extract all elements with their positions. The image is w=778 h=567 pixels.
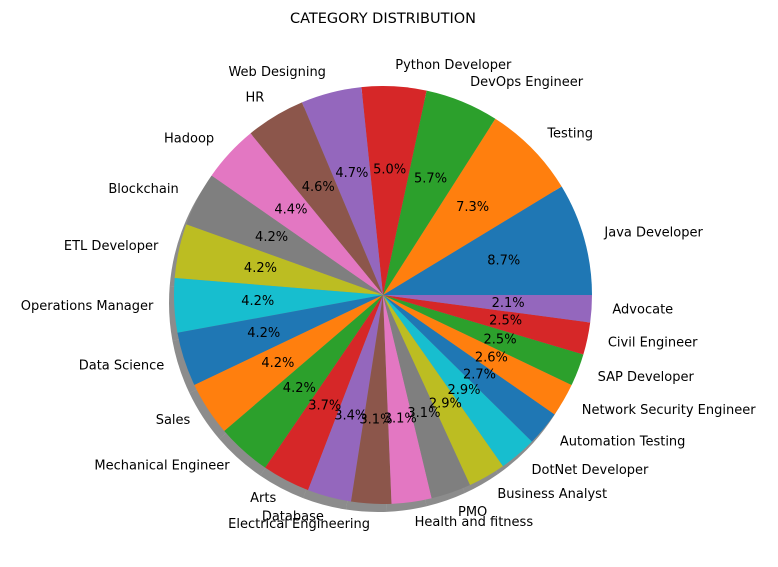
percent-label-data-science: 4.2% [247,326,280,341]
percent-label-pmo: 3.1% [407,406,440,421]
slice-testing [383,118,562,296]
category-label-java-developer: Java Developer [603,226,703,241]
slice-arts [265,295,383,491]
percent-label-etl-developer: 4.2% [244,261,277,276]
category-label-sap-developer: SAP Developer [598,370,695,385]
category-label-hr: HR [246,91,265,106]
category-label-python-developer: Python Developer [395,58,512,73]
category-label-web-designing: Web Designing [228,65,325,80]
category-label-database: Database [262,510,324,525]
category-label-arts: Arts [250,491,276,506]
percent-label-operations-manager: 4.2% [241,294,274,309]
percent-label-network-security-engineer: 2.6% [475,351,508,366]
slice-advocate [383,295,592,323]
slice-mechanical-engineer [224,295,383,468]
percent-label-civil-engineer: 2.5% [489,314,522,329]
category-label-dotnet-developer: DotNet Developer [532,463,650,478]
percent-label-advocate: 2.1% [492,296,525,311]
category-label-health-and-fitness: Health and fitness [415,515,534,530]
category-label-testing: Testing [546,127,593,142]
category-label-mechanical-engineer: Mechanical Engineer [94,459,230,474]
percent-label-blockchain: 4.2% [255,230,288,245]
category-label-advocate: Advocate [612,303,673,318]
category-labels: Java Developer Testing DevOps Engineer Pyth… [21,58,756,532]
percent-label-hr: 4.6% [302,180,335,195]
percent-label-sap-developer: 2.5% [484,332,517,347]
percent-label-python-developer: 5.0% [373,162,406,177]
category-label-civil-engineer: Civil Engineer [608,335,698,350]
slice-network-security-engineer [383,295,572,415]
slice-data-science [177,295,383,386]
slice-sales [194,295,383,432]
category-label-hadoop: Hadoop [164,131,214,146]
slice-business-analyst [383,295,503,486]
percent-label-business-analyst: 2.9% [429,396,462,411]
slice-hr [250,102,383,295]
slice-java-developer [383,186,592,295]
percent-label-hadoop: 4.4% [274,202,307,217]
slice-sap-developer [383,295,584,386]
slice-devops-engineer [383,90,496,295]
pie-slices [174,85,592,504]
percent-label-testing: 7.3% [456,200,489,215]
category-label-etl-developer: ETL Developer [64,239,159,254]
category-label-pmo: PMO [458,505,487,520]
slice-civil-engineer [383,295,591,355]
slice-health-and-fitness [383,295,432,504]
percent-label-sales: 4.2% [261,356,294,371]
category-label-operations-manager: Operations Manager [21,299,154,314]
chart-title: CATEGORY DISTRIBUTION [290,11,476,27]
slice-blockchain [186,175,383,295]
slice-database [308,295,383,502]
slice-automation-testing [383,295,555,442]
slice-python-developer [361,85,427,295]
slice-pmo [383,295,471,499]
category-label-electrical-engineering: Electrical Engineering [228,517,370,532]
category-label-data-science: Data Science [79,358,165,373]
slice-web-designing [301,87,383,295]
category-label-devops-engineer: DevOps Engineer [470,75,584,90]
category-label-network-security-engineer: Network Security Engineer [582,403,756,418]
percent-label-automation-testing: 2.7% [463,368,496,383]
percent-label-dotnet-developer: 2.9% [447,383,480,398]
percent-label-java-developer: 8.7% [487,254,520,269]
category-label-sales: Sales [156,413,191,428]
percent-label-electrical-engineering: 3.1% [359,413,392,428]
category-label-blockchain: Blockchain [108,182,178,197]
category-label-business-analyst: Business Analyst [497,487,607,502]
category-label-automation-testing: Automation Testing [560,434,686,449]
percent-label-arts: 3.7% [308,399,341,414]
slice-operations-manager [174,277,383,333]
percent-label-mechanical-engineer: 4.2% [283,381,316,396]
percent-label-database: 3.4% [334,409,367,424]
slice-etl-developer [174,224,383,295]
slice-electrical-engineering [351,295,392,504]
percent-label-health-and-fitness: 3.1% [384,412,417,427]
percent-labels: 8.7% 7.3% 5.7% 5.0% 4.7%4.6% 4.4% 4.2% 4.2% 4.2%… [241,162,524,427]
slice-dotnet-developer [383,295,532,467]
slice-hadoop [211,133,383,295]
percent-label-devops-engineer: 5.7% [414,171,447,186]
percent-label-web-designing: 4.7% [335,166,368,181]
